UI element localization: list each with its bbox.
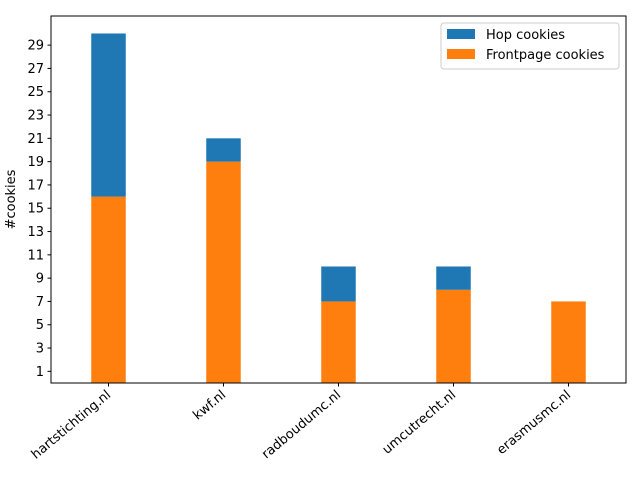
y-tick-label: 25 [27, 85, 44, 100]
y-tick-label: 1 [36, 365, 44, 380]
y-tick-label: 7 [36, 295, 44, 310]
legend-swatch [447, 49, 475, 59]
y-tick-label: 27 [27, 62, 44, 77]
legend-box [440, 22, 620, 70]
y-tick-label: 3 [36, 342, 44, 357]
bars-group [91, 33, 586, 383]
y-tick-label: 23 [27, 109, 44, 124]
legend: Hop cookies Frontpage cookies [440, 22, 620, 70]
y-tick-label: 21 [27, 132, 44, 147]
y-tick-label: 15 [27, 202, 44, 217]
y-tick-label: 17 [27, 178, 44, 193]
legend-label: Hop cookies [486, 28, 565, 43]
bar-frontpage-3 [436, 289, 471, 383]
y-tick-label: 11 [27, 248, 44, 263]
y-tick-label: 29 [27, 39, 44, 54]
bar-hop-3 [436, 266, 471, 290]
bar-hop-0 [91, 33, 126, 197]
bar-hop-1 [206, 138, 241, 162]
bar-frontpage-0 [91, 196, 126, 383]
bar-frontpage-1 [206, 161, 241, 383]
bar-hop-2 [321, 266, 356, 302]
y-tick-label: 19 [27, 155, 44, 170]
bar-frontpage-4 [551, 301, 586, 383]
legend-label: Frontpage cookies [486, 48, 605, 63]
legend-swatch [447, 29, 475, 39]
y-axis-label: #cookies [4, 169, 19, 229]
y-tick-label: 5 [36, 318, 44, 333]
y-tick-label: 13 [27, 225, 44, 240]
y-tick-label: 9 [36, 272, 44, 287]
bar-frontpage-2 [321, 301, 356, 383]
